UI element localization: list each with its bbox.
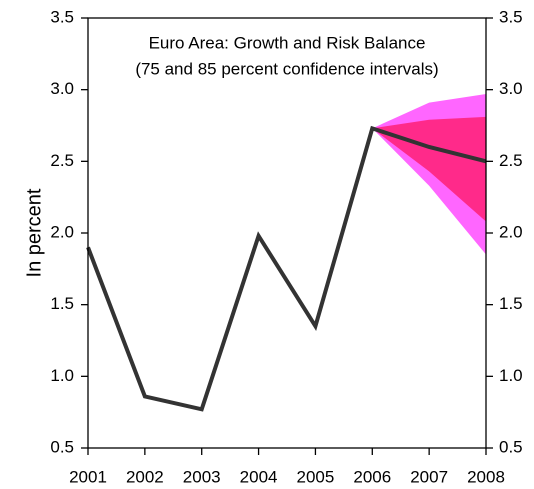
y2-tick-label: 1.0 [499, 366, 523, 385]
y2-tick-label: 0.5 [499, 437, 523, 456]
y-tick-label: 1.5 [50, 294, 74, 313]
title-box [100, 27, 474, 83]
y-tick-label: 2.5 [50, 151, 74, 170]
x-tick-label: 2008 [467, 467, 505, 486]
y-axis-label: In percent [23, 188, 45, 277]
y2-tick-label: 3.5 [499, 7, 523, 26]
x-tick-label: 2005 [297, 467, 335, 486]
y-tick-label: 2.0 [50, 222, 74, 241]
y2-tick-label: 2.0 [499, 222, 523, 241]
x-tick-label: 2004 [240, 467, 278, 486]
y-tick-label: 3.0 [50, 79, 74, 98]
x-tick-label: 2006 [353, 467, 391, 486]
x-tick-label: 2002 [126, 467, 164, 486]
y-tick-label: 3.5 [50, 7, 74, 26]
y2-tick-label: 3.0 [499, 79, 523, 98]
x-tick-label: 2007 [410, 467, 448, 486]
confidence-band [372, 116, 486, 222]
growth-line [86, 125, 487, 412]
chart-subtitle: (75 and 85 percent confidence intervals) [135, 59, 438, 78]
chart-title: Euro Area: Growth and Risk Balance [149, 33, 426, 52]
y2-tick-label: 2.5 [499, 151, 523, 170]
x-tick-label: 2003 [183, 467, 221, 486]
y-tick-label: 0.5 [50, 437, 74, 456]
x-tick-label: 2001 [69, 467, 107, 486]
y-tick-label: 1.0 [50, 366, 74, 385]
y2-tick-label: 1.5 [499, 294, 523, 313]
